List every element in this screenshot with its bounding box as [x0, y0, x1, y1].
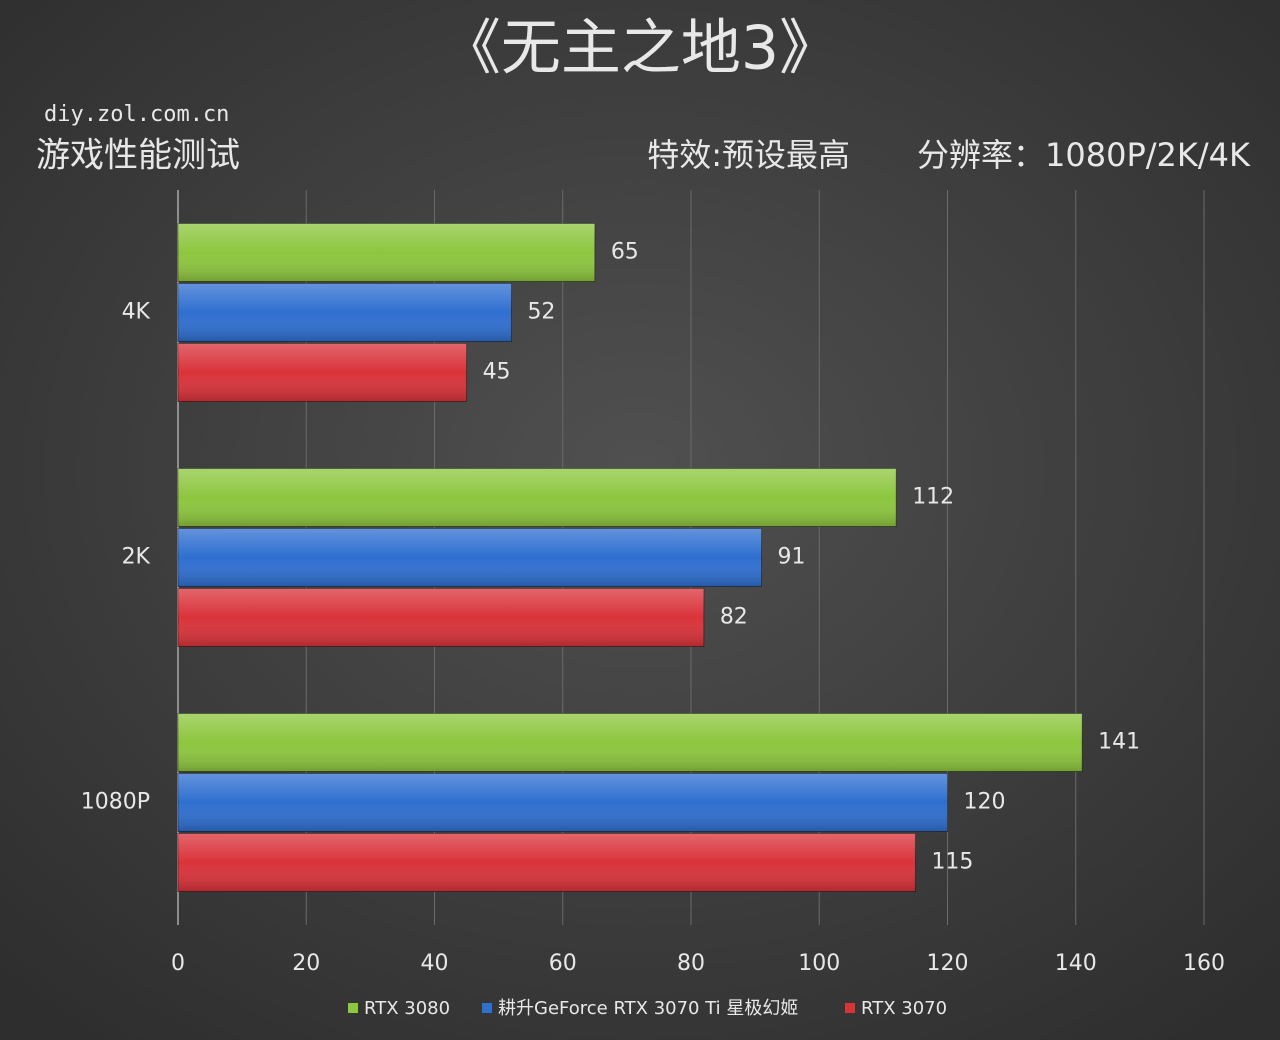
bar-gloss — [178, 223, 595, 282]
x-tick-label: 80 — [677, 951, 705, 976]
x-tick-label: 100 — [798, 951, 840, 976]
bar-gloss — [178, 833, 916, 892]
value-label: 112 — [912, 485, 954, 510]
resolution-note: 分辨率：1080P/2K/4K — [917, 136, 1251, 174]
value-label: 52 — [527, 300, 555, 325]
source: diy.zol.com.cn — [44, 102, 229, 127]
x-tick-label: 0 — [171, 951, 185, 976]
legend-label: RTX 3080 — [364, 998, 450, 1019]
value-label: 82 — [720, 605, 748, 630]
y-tick-label: 2K — [122, 545, 151, 570]
settings-note: 特效:预设最高 — [647, 136, 850, 174]
plot: 0 20 40 60 80 100 120 140 160 4K 65 52 45 2K 112 91 82 10… — [81, 190, 1225, 1019]
value-label: 120 — [964, 790, 1006, 815]
x-tick-label: 120 — [927, 951, 969, 976]
legend-label: RTX 3070 — [861, 998, 947, 1019]
x-tick-label: 140 — [1055, 951, 1097, 976]
value-label: 115 — [931, 850, 973, 875]
bar-gloss — [178, 468, 897, 527]
legend-label: 耕升GeForce RTX 3070 Ti 星极幻姬 — [498, 998, 798, 1019]
bar-gloss — [178, 713, 1083, 772]
value-label: 45 — [483, 360, 511, 385]
y-tick-label: 4K — [122, 300, 151, 325]
y-tick-label: 1080P — [81, 790, 150, 815]
chart-title: 《无主之地3》 — [441, 14, 839, 84]
bar-gloss — [178, 528, 762, 587]
legend-swatch — [845, 1003, 855, 1013]
x-tick-label: 60 — [549, 951, 577, 976]
legend-swatch — [348, 1003, 358, 1013]
x-tick-label: 20 — [292, 951, 320, 976]
subtitle: 游戏性能测试 — [36, 136, 240, 176]
legend-swatch — [482, 1003, 492, 1013]
bar-gloss — [178, 283, 512, 342]
value-label: 141 — [1098, 730, 1140, 755]
x-tick-label: 40 — [421, 951, 449, 976]
value-label: 91 — [778, 545, 806, 570]
bar-gloss — [178, 773, 948, 832]
bar-gloss — [178, 588, 704, 647]
value-label: 65 — [611, 240, 639, 265]
x-tick-label: 160 — [1183, 951, 1225, 976]
bar-gloss — [178, 343, 467, 402]
